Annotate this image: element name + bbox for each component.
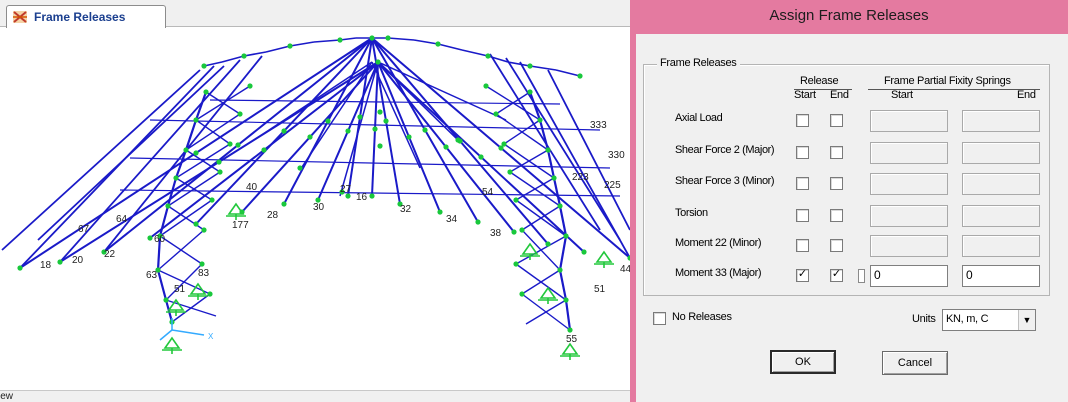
joint-label: 44	[620, 264, 632, 275]
joint-label: 40	[246, 182, 258, 193]
springs-header-rule	[868, 89, 1040, 90]
dialog-body: Frame Releases Release Frame Partial Fix…	[636, 34, 1068, 402]
joint-label: 60	[154, 234, 166, 245]
row-label: Axial Load	[675, 112, 723, 124]
joint-label: 32	[400, 204, 412, 215]
check-icon: ✓	[831, 268, 842, 280]
release-start-checkbox[interactable]	[796, 177, 809, 190]
release-end-checkbox[interactable]	[830, 239, 843, 252]
row-label: Shear Force 2 (Major)	[675, 144, 775, 156]
joint-label: 63	[146, 270, 158, 281]
release-start-checkbox[interactable]	[796, 114, 809, 127]
joint-labels: 18 20 22 28 30 32 34 38 54 16 27 40 177 64 67 60 63 83 51 5…	[40, 120, 632, 345]
joint-label: 177	[232, 220, 249, 231]
joint-label: 54	[482, 187, 494, 198]
cancel-button[interactable]: Cancel	[882, 351, 948, 375]
global-axes-indicator: X	[159, 318, 214, 341]
joint-label: 38	[490, 228, 502, 239]
joint-label: 20	[72, 255, 84, 266]
spring-start-field[interactable]	[870, 142, 948, 164]
joint-label: 64	[116, 214, 128, 225]
status-bar: iew	[0, 390, 632, 402]
joint-label: 223	[572, 172, 589, 183]
release-end-checkbox[interactable]: ✓	[830, 268, 843, 282]
joint-label: 51	[174, 284, 186, 295]
no-releases-checkbox[interactable]	[653, 312, 666, 325]
release-start-checkbox[interactable]: ✓	[796, 268, 809, 282]
spring-end-field[interactable]	[962, 205, 1040, 227]
release-end-checkbox[interactable]	[830, 177, 843, 190]
joint-label: 16	[356, 192, 368, 203]
dialog-title: Assign Frame Releases	[769, 7, 929, 24]
row-label: Shear Force 3 (Minor)	[675, 175, 775, 187]
support-symbols	[162, 202, 614, 360]
joint-label: 67	[78, 224, 90, 235]
joint-label: 330	[608, 150, 625, 161]
springs-header: Frame Partial Fixity Springs	[884, 75, 1011, 87]
units-value: KN, m, C	[946, 313, 989, 325]
ok-button[interactable]: OK	[770, 350, 836, 374]
units-label: Units	[912, 313, 936, 325]
frame-release-icon	[13, 11, 27, 23]
spring-end-column-label: End	[1017, 89, 1036, 101]
spring-end-field[interactable]	[962, 235, 1040, 257]
joint-label: 30	[313, 202, 325, 213]
spring-end-field[interactable]	[962, 142, 1040, 164]
spring-start-column-label: Start	[891, 89, 913, 101]
assign-frame-releases-dialog: Assign Frame Releases Frame Releases Rel…	[630, 0, 1068, 402]
release-header: Release	[800, 75, 839, 87]
joint-label: 28	[267, 210, 279, 221]
tab-frame-releases[interactable]: Frame Releases	[6, 5, 166, 28]
release-end-checkbox[interactable]	[830, 209, 843, 222]
row-label: Torsion	[675, 207, 708, 219]
units-dropdown[interactable]: KN, m, C ▼	[942, 309, 1036, 331]
joint-label: 27	[340, 184, 352, 195]
spring-end-field[interactable]	[962, 173, 1040, 195]
status-text: iew	[0, 391, 14, 402]
spring-end-field[interactable]	[962, 110, 1040, 132]
joint-label: 34	[446, 214, 458, 225]
end-column-label: End	[830, 89, 849, 101]
model-window[interactable]: Frame Releases X 18 20 22 28 30 32 34 38 54 16 27 4…	[0, 0, 632, 402]
spring-start-field[interactable]: 0	[870, 265, 948, 287]
structure-3d-view[interactable]: X 18 20 22 28 30 32 34 38 54 16 27 40 177 64 67 60 63 83 5…	[0, 27, 632, 390]
check-icon: ✓	[797, 268, 808, 280]
joint-label: 225	[604, 180, 621, 191]
release-header-rule	[794, 89, 852, 90]
frame-members	[1, 37, 631, 331]
group-title: Frame Releases	[657, 57, 740, 69]
frame-releases-group: Frame Releases Release Frame Partial Fix…	[643, 57, 1050, 296]
tab-label: Frame Releases	[34, 10, 126, 24]
release-start-checkbox[interactable]	[796, 146, 809, 159]
chevron-down-icon[interactable]: ▼	[1018, 310, 1035, 330]
no-releases-label: No Releases	[672, 311, 732, 323]
svg-text:X: X	[208, 332, 214, 341]
release-start-checkbox[interactable]	[796, 239, 809, 252]
joint-label: 333	[590, 120, 607, 131]
tab-strip: Frame Releases	[0, 0, 632, 28]
joint-markers	[17, 35, 632, 333]
joint-label: 83	[198, 268, 210, 279]
spring-start-field[interactable]	[870, 173, 948, 195]
focus-indicator	[858, 269, 865, 283]
joint-label: 51	[594, 284, 606, 295]
release-end-checkbox[interactable]	[830, 146, 843, 159]
row-label: Moment 22 (Minor)	[675, 237, 762, 249]
field-value: 0	[966, 268, 973, 282]
joint-label: 55	[566, 334, 578, 345]
spring-end-field[interactable]: 0	[962, 265, 1040, 287]
field-value: 0	[874, 268, 881, 282]
row-label: Moment 33 (Major)	[675, 267, 762, 279]
joint-label: 22	[104, 249, 116, 260]
release-start-checkbox[interactable]	[796, 209, 809, 222]
release-end-checkbox[interactable]	[830, 114, 843, 127]
joint-label: 18	[40, 260, 52, 271]
start-column-label: Start	[794, 89, 816, 101]
spring-start-field[interactable]	[870, 235, 948, 257]
spring-start-field[interactable]	[870, 205, 948, 227]
spring-start-field[interactable]	[870, 110, 948, 132]
